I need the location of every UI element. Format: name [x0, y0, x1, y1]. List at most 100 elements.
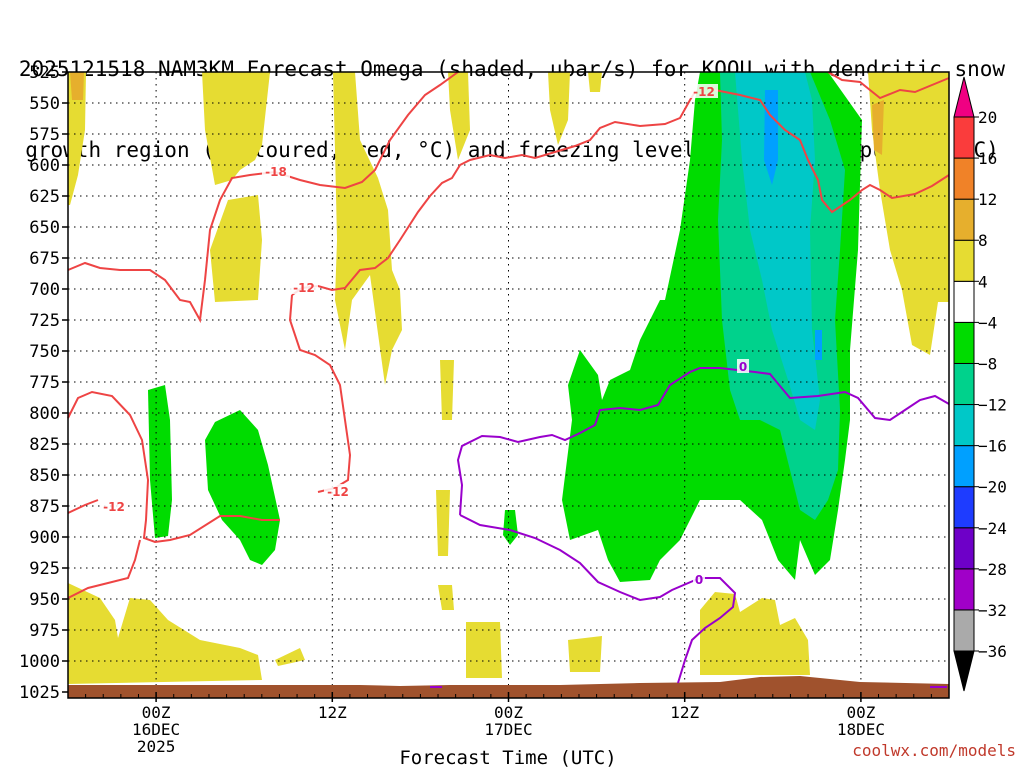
omega-patch-yellow	[333, 72, 402, 385]
colorbar-bin	[953, 157, 975, 200]
freezing-contour-line	[456, 367, 950, 516]
omega-patch-lightblue	[764, 90, 778, 185]
x-tick-label: 00Z	[846, 703, 875, 722]
dgz-contours	[67, 71, 950, 599]
omega-shading	[68, 72, 949, 684]
colorbar-bin	[953, 404, 975, 447]
x-tick-label: 12Z	[670, 703, 699, 722]
dgz-contour-line	[714, 89, 950, 214]
colorbar-label: 8	[978, 231, 988, 250]
dgz-contour-line	[67, 499, 99, 514]
contour-label-bg	[100, 499, 128, 513]
credit-link[interactable]: coolwx.com/models	[852, 741, 1016, 760]
contour-label-bg	[737, 359, 749, 373]
x-tick-label: 12Z	[318, 703, 347, 722]
contour-label-bg	[690, 84, 718, 98]
y-tick-label: 925	[29, 559, 60, 579]
contour-label: -12	[327, 485, 349, 499]
y-tick-label: 700	[29, 280, 60, 300]
omega-patch-green	[503, 510, 518, 545]
colorbar-bin	[953, 116, 975, 159]
y-tick-label: 850	[29, 466, 60, 486]
x-tick-label: 00Z	[494, 703, 523, 722]
x-tick-label: 00Z	[142, 703, 171, 722]
omega-patch-green	[148, 385, 172, 538]
y-tick-label: 575	[29, 125, 60, 145]
omega-patch-yellow	[210, 195, 262, 302]
omega-patch-yellow	[568, 636, 602, 672]
contour-label-bg	[324, 484, 352, 498]
omega-patch-green	[205, 410, 280, 565]
omega-patch-yellow	[440, 360, 454, 420]
omega-patch-cyan	[735, 72, 820, 430]
y-tick-label: 675	[29, 249, 60, 269]
y-tick-label: 725	[29, 311, 60, 331]
y-tick-label: 650	[29, 218, 60, 238]
colorbar-label: 4	[978, 272, 988, 291]
omega-patch-yellow	[202, 72, 270, 185]
x-tick-label: 16DEC	[132, 720, 180, 739]
colorbar-bin	[953, 321, 975, 364]
contour-label: 0	[695, 573, 703, 587]
colorbar-label: −8	[978, 354, 997, 373]
omega-patch-orange	[70, 72, 84, 100]
x-tick-label: 2025	[137, 737, 176, 756]
colorbar-bin	[953, 609, 975, 652]
colorbar-label: 20	[978, 108, 997, 127]
y-tick-label: 525	[29, 63, 60, 83]
contour-label: -18	[265, 165, 287, 179]
omega-patch-yellow	[548, 72, 570, 145]
y-tick-label: 625	[29, 187, 60, 207]
y-axis: 525 550 575 600 625 650 675 700 725 750 775 800 825 8…	[19, 63, 68, 703]
colorbar-label: −32	[978, 601, 1007, 620]
colorbar-label: −12	[978, 396, 1007, 415]
y-tick-label: 800	[29, 404, 60, 424]
omega-patch-orange	[872, 100, 884, 155]
ground	[68, 676, 949, 698]
dgz-contour-line	[67, 390, 280, 544]
omega-patch-yellow	[700, 592, 810, 675]
omega-patch-yellow	[588, 72, 602, 92]
x-tick-label: 18DEC	[837, 720, 885, 739]
y-tick-label: 1025	[19, 683, 60, 703]
contour-label-bg	[693, 572, 705, 586]
contour-label: -12	[103, 500, 125, 514]
y-tick-label: 775	[29, 373, 60, 393]
freezing-contours	[430, 367, 950, 688]
colorbar-bin	[953, 527, 975, 570]
contour-labels: -18 -12 -12 -12 -12 0 0	[100, 84, 749, 587]
x-tick-label: 17DEC	[484, 720, 532, 739]
omega-patch-lightblue	[815, 330, 822, 360]
omega-patch-yellow	[68, 583, 262, 684]
contour-label-bg	[290, 280, 318, 294]
colorbar-bin	[953, 198, 975, 241]
colorbar-bin	[953, 239, 975, 282]
y-tick-label: 600	[29, 156, 60, 176]
grid	[68, 72, 949, 692]
omega-patch-yellow	[436, 490, 450, 556]
colorbar-label: −16	[978, 437, 1007, 456]
omega-patch-yellow	[275, 648, 305, 666]
freezing-contour-line	[459, 514, 737, 684]
colorbar-bin	[953, 445, 975, 488]
contour-label: 0	[739, 360, 747, 374]
dgz-contour-line	[827, 71, 950, 100]
omega-patch-yellow	[68, 72, 86, 205]
colorbar-label: −36	[978, 642, 1007, 661]
y-tick-label: 950	[29, 590, 60, 610]
y-tick-label: 825	[29, 435, 60, 455]
colorbar-bin	[953, 568, 975, 611]
colorbar-bin	[953, 280, 975, 323]
colorbar: −36 −32 −28 −24 −20 −16 −12 −8 −4 4 8 12 16 20	[953, 76, 1007, 692]
colorbar-label: 16	[978, 149, 997, 168]
contour-label-bg	[262, 164, 290, 178]
y-tick-label: 1000	[19, 652, 60, 672]
omega-patch-yellow	[466, 622, 502, 678]
colorbar-label: −28	[978, 560, 1007, 579]
colorbar-bin	[953, 362, 975, 406]
colorbar-extend-high	[953, 76, 975, 118]
dgz-contour-line	[67, 539, 141, 599]
colorbar-label: −4	[978, 313, 997, 332]
